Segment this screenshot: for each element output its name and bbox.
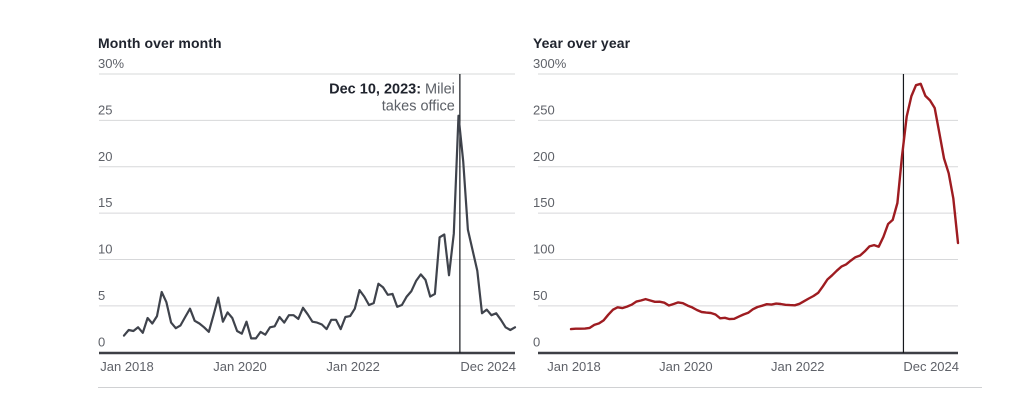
y-tick-label: 20 — [98, 149, 112, 164]
x-tick-label: Jan 2020 — [213, 359, 267, 374]
series-line — [569, 82, 960, 331]
y-tick-label: 0 — [98, 334, 105, 349]
y-tick-label: 250 — [533, 102, 555, 117]
y-tick-label: 30% — [98, 56, 124, 71]
x-tick-label: Dec 2024 — [460, 359, 516, 374]
y-tick-label: 50 — [533, 288, 547, 303]
annotation-line2: takes office — [382, 99, 455, 115]
x-tick-label: Jan 2018 — [547, 359, 601, 374]
annotation-line1: Dec 10, 2023: Milei — [329, 82, 455, 98]
x-tick-label: Jan 2020 — [659, 359, 713, 374]
mom-chart-title: Month over month — [98, 35, 222, 51]
x-tick-label: Jan 2018 — [100, 359, 154, 374]
x-tick-label: Dec 2024 — [903, 359, 959, 374]
yoy-chart-title: Year over year — [533, 35, 631, 51]
y-tick-label: 200 — [533, 149, 555, 164]
x-tick-label: Jan 2022 — [771, 359, 825, 374]
y-tick-label: 150 — [533, 195, 555, 210]
y-tick-label: 0 — [533, 334, 540, 349]
y-tick-label: 25 — [98, 102, 112, 117]
bottom-divider — [98, 387, 982, 388]
series-line — [122, 114, 517, 340]
y-tick-label: 300% — [533, 56, 567, 71]
x-tick-label: Jan 2022 — [326, 359, 380, 374]
y-tick-label: 5 — [98, 288, 105, 303]
y-tick-label: 10 — [98, 242, 112, 257]
y-tick-label: 15 — [98, 195, 112, 210]
y-tick-label: 100 — [533, 242, 555, 257]
